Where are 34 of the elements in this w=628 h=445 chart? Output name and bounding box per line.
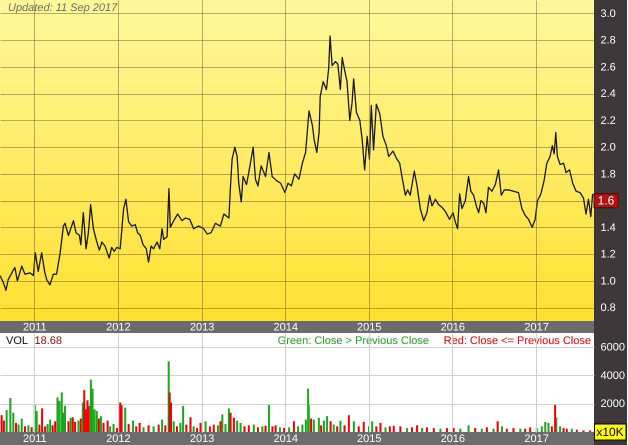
chart-title: VOL bbox=[6, 335, 28, 347]
y-tick-label: 1.4 bbox=[600, 222, 616, 234]
x-tick-label: 2013 bbox=[190, 322, 214, 334]
x-tick-label: 2012 bbox=[106, 433, 131, 445]
x-tick-label: 2016 bbox=[440, 433, 466, 445]
x-tick-label: 2012 bbox=[106, 322, 131, 334]
x-tick-label: 2014 bbox=[273, 433, 298, 445]
y-tick-label: 2.4 bbox=[600, 88, 616, 100]
x-tick-label: 2015 bbox=[357, 322, 382, 334]
text: Green: Close > Previous Close bbox=[278, 335, 429, 347]
x-tick-label: 2014 bbox=[273, 322, 298, 334]
y-tick-label: 1.2 bbox=[600, 248, 616, 261]
y-tick-label: 0.8 bbox=[600, 302, 616, 314]
x-tick-label: 2013 bbox=[190, 433, 214, 445]
y-axis-title: x10K bbox=[596, 425, 624, 439]
x-tick-label: 2015 bbox=[357, 433, 382, 445]
y-tick-label: 3.0 bbox=[600, 8, 616, 20]
y-tick-label: 4000 bbox=[600, 370, 625, 382]
x-tick-label: 2016 bbox=[440, 322, 466, 334]
x-tick-label: 2017 bbox=[524, 433, 549, 445]
y-tick-label: 1.8 bbox=[600, 168, 616, 180]
y-tick-label: 6000 bbox=[600, 342, 625, 354]
annotation: Updated: 11 Sep 2017 bbox=[8, 2, 118, 14]
annotation: 18.68 bbox=[34, 335, 62, 347]
annotation: 1.6 bbox=[598, 194, 615, 208]
x-tick-label: 2011 bbox=[23, 433, 47, 445]
y-tick-label: 1.0 bbox=[600, 275, 616, 288]
x-tick-label: 2011 bbox=[23, 322, 47, 334]
x-tick-label: 2017 bbox=[524, 322, 549, 334]
y-tick-label: 2.2 bbox=[600, 114, 616, 127]
y-tick-label: 2.6 bbox=[600, 61, 616, 74]
y-tick-label: 2000 bbox=[600, 398, 625, 410]
y-tick-label: 2.0 bbox=[600, 142, 616, 154]
y-tick-label: 2.8 bbox=[600, 34, 616, 47]
